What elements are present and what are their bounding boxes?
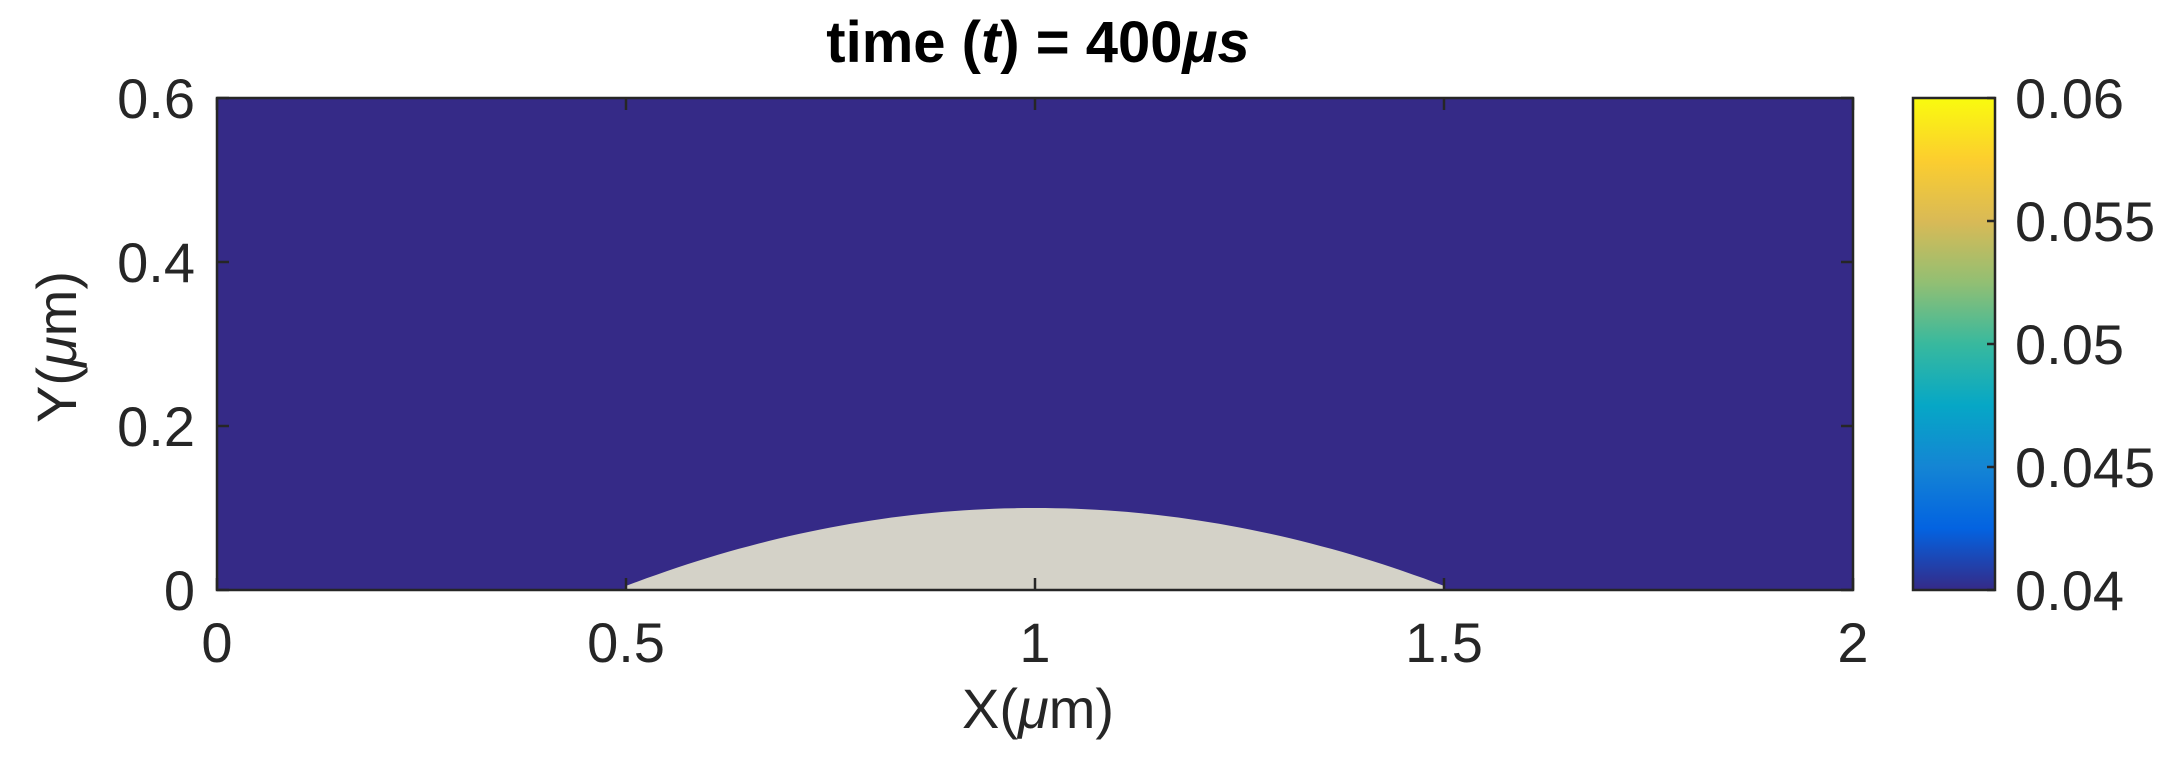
chart-title: time (t) = 400μs [826,10,1249,75]
y-axis-label: Y(μm) [25,271,88,423]
colorbar-tick-label: 0.045 [2015,436,2155,499]
y-tick-label: 0.6 [117,67,195,130]
colorbar-tick-label: 0.055 [2015,190,2155,253]
x-axis: 0 0.5 1 1.5 2 [201,98,1869,674]
colorbar-tick-label: 0.06 [2015,67,2124,130]
x-axis-label: X(μm) [962,677,1114,740]
droplet-region [626,508,1444,589]
y-axis: 0 0.2 0.4 0.6 [117,67,1853,622]
y-tick-label: 0 [164,559,195,622]
y-tick-label: 0.4 [117,231,195,294]
x-tick-label: 0 [201,611,232,674]
x-tick-label: 1 [1019,611,1050,674]
y-tick-label: 0.2 [117,395,195,458]
x-tick-label: 1.5 [1405,611,1483,674]
colorbar: 0.04 0.045 0.05 0.055 0.06 [1911,67,2155,622]
colorbar-scale [1913,98,1995,590]
x-tick-label: 0.5 [587,611,665,674]
colorbar-tick-label: 0.05 [2015,313,2124,376]
x-tick-label: 2 [1837,611,1868,674]
colorbar-ticks: 0.04 0.045 0.05 0.055 0.06 [1987,67,2155,622]
plot-area: 0 0.5 1 1.5 2 0 0.2 0.4 0.6 [117,67,1868,674]
colorbar-tick-label: 0.04 [2015,559,2124,622]
